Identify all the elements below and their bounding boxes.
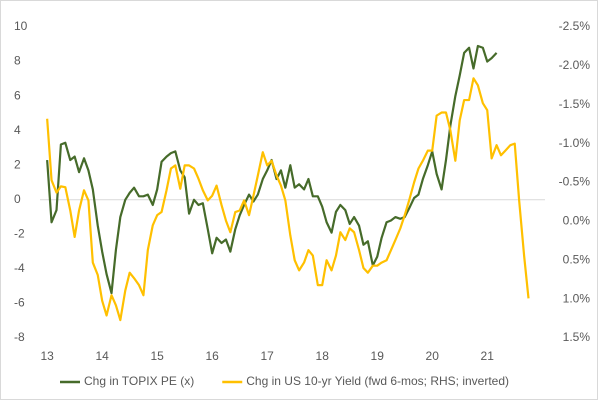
y-tick-label: -8 <box>14 330 25 344</box>
x-tick-label: 19 <box>371 349 385 363</box>
y2-tick-label: -1.0% <box>559 136 591 150</box>
y-tick-label: 10 <box>14 19 28 33</box>
x-tick-label: 20 <box>426 349 440 363</box>
y2-tick-label: -0.5% <box>559 175 591 189</box>
x-tick-label: 16 <box>206 349 220 363</box>
y-tick-label: 4 <box>14 123 21 137</box>
y-tick-label: -4 <box>14 261 25 275</box>
y2-tick-label: 0.5% <box>563 252 591 266</box>
y-tick-label: -2 <box>14 227 25 241</box>
x-tick-label: 14 <box>95 349 109 363</box>
y2-tick-label: -2.0% <box>559 58 591 72</box>
series-line <box>46 77 530 322</box>
y2-tick-label: 1.5% <box>563 330 591 344</box>
y2-tick-label: -2.5% <box>559 19 591 33</box>
x-tick-label: 18 <box>316 349 330 363</box>
y-tick-label: 6 <box>14 88 21 102</box>
y2-tick-label: 1.0% <box>563 291 591 305</box>
x-tick-label: 21 <box>481 349 495 363</box>
legend-label: Chg in US 10-yr Yield (fwd 6-mos; RHS; i… <box>246 374 509 388</box>
x-tick-label: 17 <box>261 349 275 363</box>
x-tick-label: 15 <box>150 349 164 363</box>
y-tick-label: -6 <box>14 296 25 310</box>
y-tick-label: 8 <box>14 54 21 68</box>
y-tick-label: 0 <box>14 192 21 206</box>
x-tick-label: 13 <box>40 349 54 363</box>
y2-tick-label: 0.0% <box>563 214 591 228</box>
y-tick-label: 2 <box>14 157 21 171</box>
y2-tick-label: -1.5% <box>559 97 591 111</box>
legend-label: Chg in TOPIX PE (x) <box>84 374 194 388</box>
